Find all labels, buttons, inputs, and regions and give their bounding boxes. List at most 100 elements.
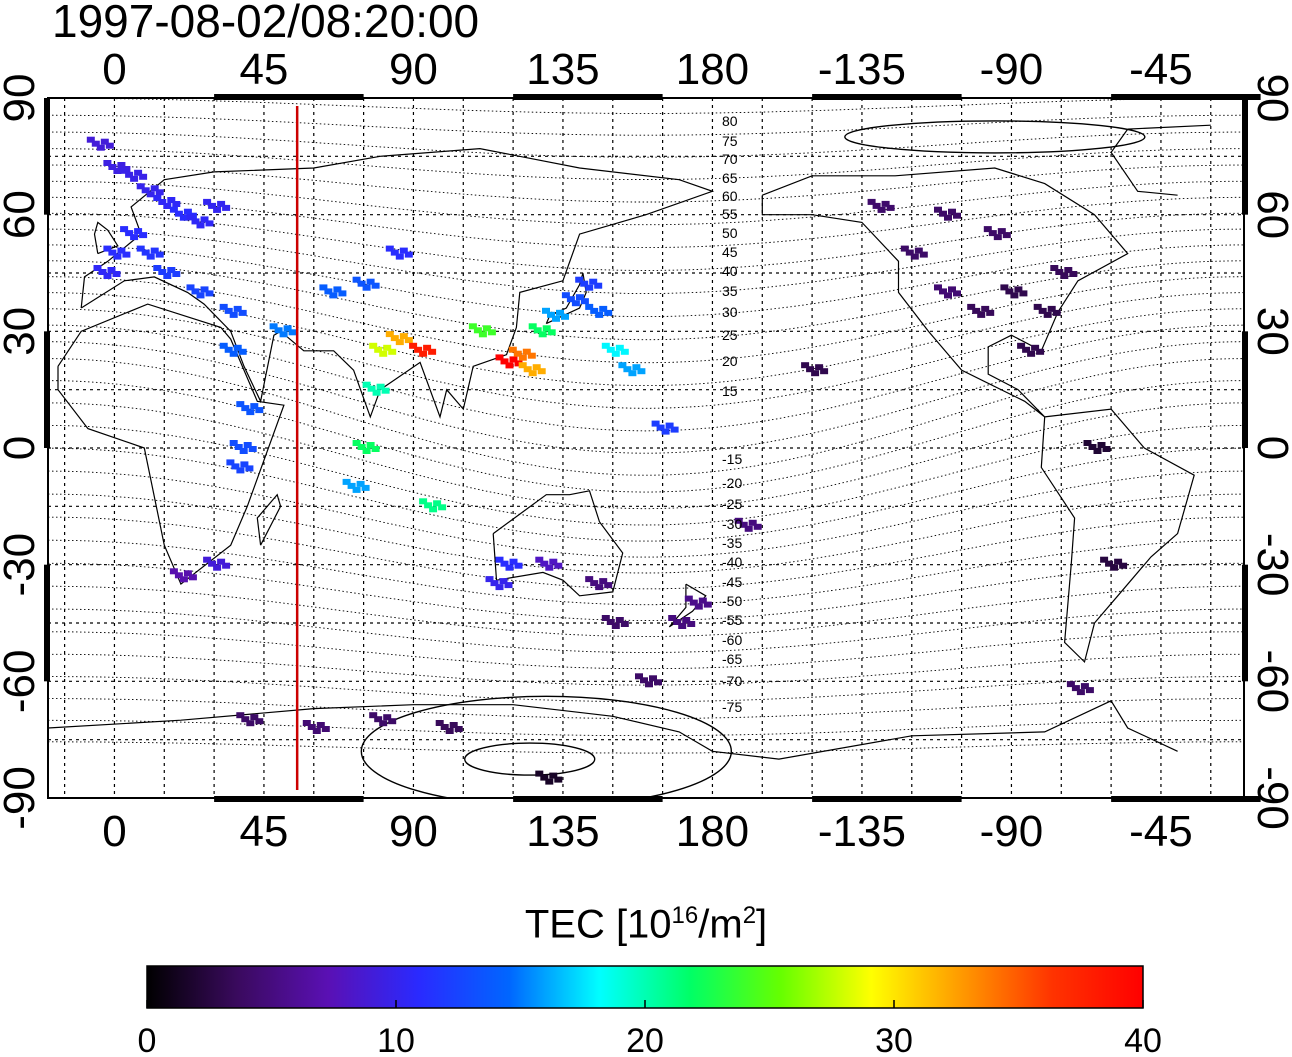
tec-cell (255, 407, 264, 414)
tec-cell (535, 556, 544, 563)
tec-cell (312, 728, 321, 734)
tec-cell (1110, 564, 1119, 571)
contour-label: -55 (722, 612, 742, 628)
tec-cell (141, 187, 150, 194)
tec-cell (183, 208, 192, 215)
colorbar-title-close: ] (756, 902, 768, 947)
tec-cell (103, 273, 112, 279)
tec-cell (200, 216, 209, 223)
tec-cell (236, 467, 245, 474)
tec-cell (552, 315, 560, 322)
tec-cell (1071, 685, 1080, 692)
tec-cell (599, 578, 608, 585)
tec-cell (509, 558, 518, 565)
tec-cell (362, 448, 371, 454)
tec-cell (509, 356, 518, 363)
lon-tick-top: 45 (239, 45, 288, 94)
mag-contour (48, 741, 1244, 754)
tec-cell (661, 428, 670, 435)
tec-cell (1033, 303, 1042, 310)
tec-cell (226, 459, 235, 466)
mag-contour (48, 114, 1244, 136)
tec-cell (585, 303, 594, 310)
colorbar-title-main: TEC [10 (524, 902, 672, 947)
mag-contour (48, 324, 1244, 432)
mag-contour (48, 212, 1244, 271)
tec-cell (183, 570, 192, 577)
contour-label: -65 (722, 651, 742, 667)
tec-cell (238, 309, 247, 316)
lon-tick-bottom: 180 (676, 807, 749, 856)
tec-cell (120, 167, 129, 174)
tec-cell (369, 342, 378, 349)
tec-cell (179, 214, 188, 221)
lat-tick-left: 30 (0, 307, 44, 356)
tec-cell (208, 202, 217, 209)
tec-cell (245, 465, 254, 472)
coastline (761, 167, 1129, 418)
tec-cell (1085, 687, 1094, 694)
tec-cell (120, 226, 129, 233)
tec-cell (222, 204, 231, 211)
tec-cell (620, 621, 629, 627)
tec-cell (435, 720, 444, 726)
tec-cell (500, 358, 509, 365)
lat-tick-left: 90 (0, 74, 44, 123)
tec-cell (445, 728, 454, 734)
tec-cell (136, 183, 145, 190)
lon-tick-top: -90 (980, 45, 1044, 94)
tec-cell (130, 175, 139, 182)
tec-cell (429, 506, 438, 513)
tec-cell (1010, 292, 1019, 299)
lon-tick-top: 135 (526, 45, 599, 94)
tec-cell (518, 362, 527, 369)
contour-label: -75 (722, 699, 742, 715)
axis-tick-labels: 0 45 90 135 180 -135 -90 -45 0 45 90 135 180 -135 -90 -… (0, 45, 1292, 856)
tec-cell (545, 564, 554, 571)
tec-cell (163, 203, 172, 209)
tec-cell (1097, 442, 1106, 448)
tec-cell (478, 331, 487, 338)
tec-cell (213, 206, 222, 213)
tec-cell (538, 331, 547, 338)
tec-cell (815, 364, 824, 371)
tec-cell (357, 280, 366, 287)
tec-cell (255, 718, 264, 725)
tec-cell (554, 776, 563, 783)
lat-tick-left: -90 (0, 766, 44, 830)
tec-cell (388, 348, 397, 355)
top-axis-bar (812, 94, 962, 100)
tec-cell (395, 339, 404, 346)
tec-cell (533, 327, 542, 334)
lon-tick-top: 0 (102, 45, 126, 94)
tec-cell (321, 726, 330, 732)
tec-cell (595, 311, 604, 318)
tec-cell (522, 348, 531, 355)
tec-cell (1000, 284, 1009, 291)
tec-cell (146, 253, 155, 260)
tec-cell (1038, 307, 1047, 314)
colorbar-tick-label: 10 (377, 1022, 415, 1057)
coastline (80, 147, 715, 419)
tec-cell (288, 329, 297, 336)
lat-tick-right: -30 (1248, 533, 1292, 597)
tec-cell (186, 214, 195, 221)
tec-cell (1017, 342, 1026, 349)
lon-tick-bottom: -90 (980, 807, 1044, 856)
tec-cell (585, 576, 594, 583)
tec-cell (108, 164, 117, 170)
tec-cell (886, 204, 895, 211)
tec-cell (554, 562, 563, 569)
tec-cell (590, 580, 599, 587)
tec-cell (542, 307, 550, 314)
tec-cell (640, 677, 648, 684)
mag-contour (48, 402, 1244, 510)
tec-cell (103, 160, 112, 166)
tec-cell (877, 206, 886, 213)
tec-cell (673, 619, 682, 625)
tec-cell (428, 348, 437, 355)
tec-cell (98, 269, 107, 275)
contour-label: 40 (722, 263, 738, 279)
contour-label: 80 (722, 113, 738, 129)
